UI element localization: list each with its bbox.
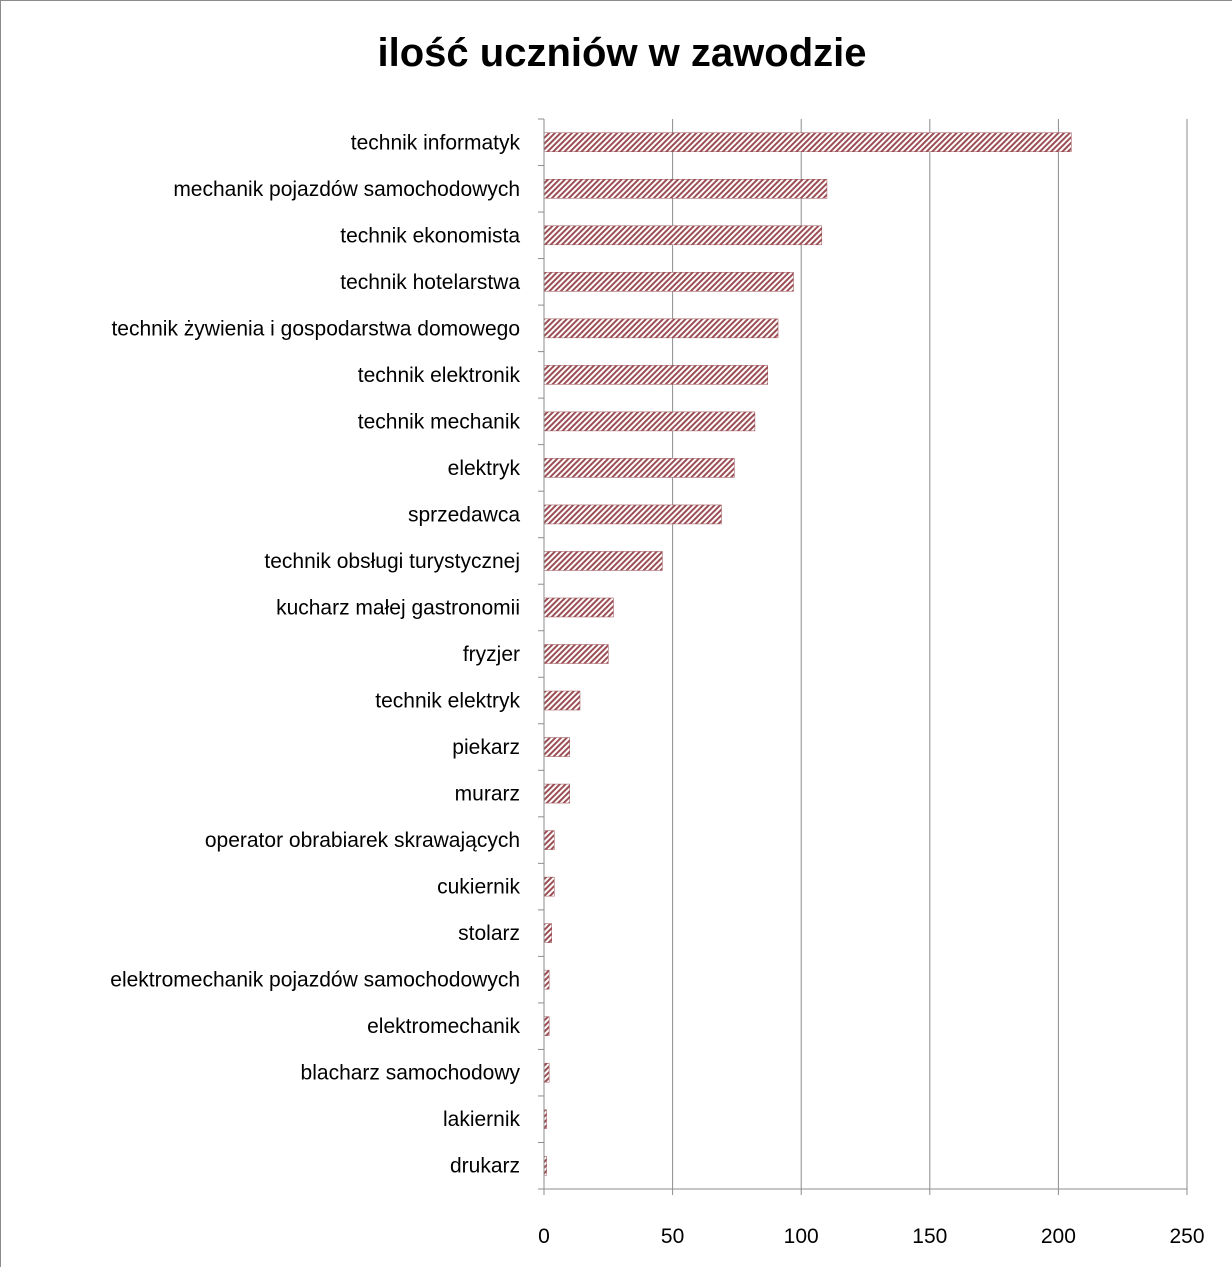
bar [543,597,614,618]
category-label: murarz [455,783,520,806]
bar [543,690,581,711]
category-labels: technik informatyk mechanik pojazdów samo… [110,131,520,1177]
category-label: technik mechanik [358,410,521,433]
bar [543,179,828,199]
bar [543,132,1072,153]
category-label: drukarz [450,1155,520,1178]
bar [543,969,550,990]
category-label: elektromechanik pojazdów samochodowych [110,969,520,992]
category-label: elektryk [448,457,521,480]
x-tick-label: 100 [784,1225,819,1248]
bar [543,783,570,804]
category-label: technik hotelarstwa [340,271,520,294]
x-tick-label: 150 [912,1225,947,1248]
category-label: technik ekonomista [340,224,520,247]
bar [543,876,555,897]
bar [543,830,555,850]
bar [543,551,663,571]
bar [543,737,570,757]
category-label: technik informatyk [351,131,521,154]
category-label: sprzedawca [408,503,520,526]
category-label: fryzjer [463,643,520,666]
bar [543,272,794,292]
category-label: blacharz samochodowy [301,1062,521,1085]
x-tick-label: 50 [661,1225,684,1248]
bar [543,411,756,432]
bar [543,458,735,478]
category-label: mechanik pojazdów samochodowych [173,178,520,201]
bar [543,318,779,339]
category-label: piekarz [452,736,520,759]
category-label: lakiernik [443,1108,521,1131]
bar [543,504,722,525]
bar [543,1062,550,1083]
bar [543,365,769,385]
category-label: technik elektryk [375,690,520,713]
x-tick-label: 250 [1169,1225,1204,1248]
category-label: kucharz małej gastronomii [276,596,520,619]
bars [543,132,1072,1176]
category-label: operator obrabiarek skrawających [205,829,520,852]
axes [538,118,1188,1195]
bar [543,225,823,246]
category-label: technik obsługi turystycznej [264,550,520,573]
bar [543,1016,550,1036]
x-tick-label: 0 [538,1225,550,1248]
gridlines [672,119,1188,1189]
category-label: stolarz [458,922,520,945]
category-label: technik elektronik [358,364,521,387]
category-label: cukiernik [437,876,520,899]
category-label: technik żywienia i gospodarstwa domowego [111,317,520,340]
chart-title: ilość uczniów w zawodzie [377,31,867,75]
category-label: elektromechanik [367,1015,520,1038]
tick-labels: 0 50 100 150 200 250 [538,1225,1204,1248]
bar [543,644,609,664]
x-tick-label: 200 [1041,1225,1076,1248]
bar [543,923,552,943]
